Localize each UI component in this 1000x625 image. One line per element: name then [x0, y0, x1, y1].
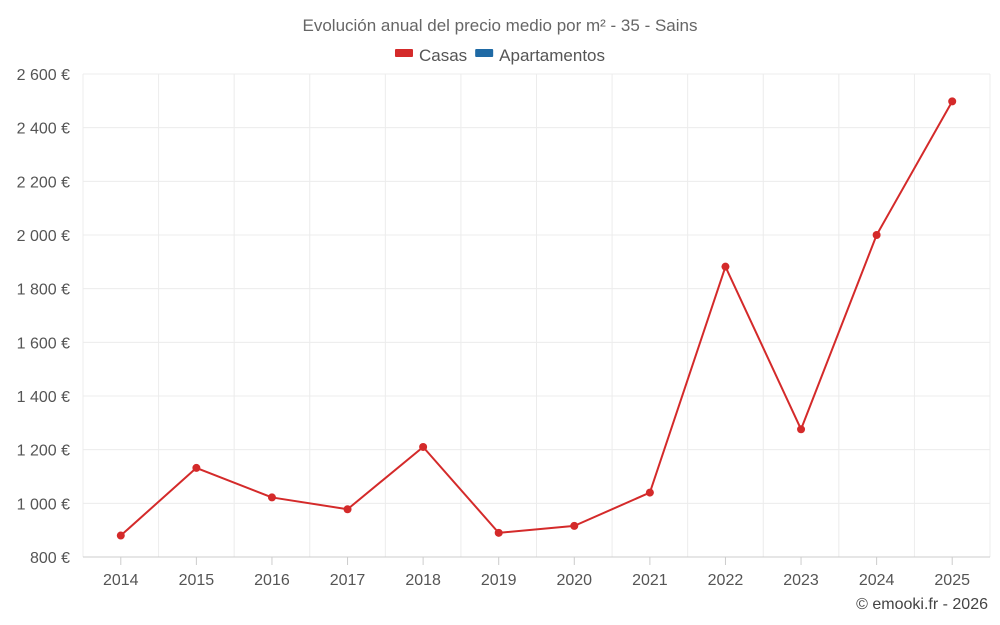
credit-text: © emooki.fr - 2026 [856, 596, 988, 613]
y-tick-label: 1 400 € [17, 389, 70, 406]
data-point[interactable]: 2017: 978 € [343, 505, 352, 514]
x-tick-label: 2017 [330, 572, 366, 589]
legend-item-casas[interactable]: Casas [394, 46, 467, 65]
x-tick-label: 2019 [481, 572, 517, 589]
x-tick-label: 2024 [859, 572, 895, 589]
data-point[interactable]: 2018: 1210 € [419, 442, 428, 451]
chart-title: Evolución anual del precio medio por m² … [303, 16, 698, 35]
x-tick-label: 2016 [254, 572, 290, 589]
data-point[interactable]: 2021: 1040 € [645, 488, 654, 497]
data-point[interactable]: 2023: 1276 € [797, 425, 806, 434]
legend[interactable]: Casas Apartamentos [394, 46, 605, 65]
x-tick-label: 2020 [556, 572, 592, 589]
legend-swatch [394, 49, 413, 57]
data-point[interactable]: 2025: 2498 € [948, 97, 957, 106]
data-point[interactable]: 2014: 880 € [116, 531, 125, 540]
data-point[interactable]: 2019: 890 € [494, 528, 503, 537]
x-tick-label: 2023 [783, 572, 819, 589]
y-tick-label: 2 000 € [17, 228, 70, 245]
y-tick-label: 1 800 € [17, 282, 70, 299]
series-layer: 2014: 880 € 2015: 1132 € 2016: 1022 € 2017:… [116, 97, 957, 540]
grid [82, 73, 991, 558]
data-point[interactable]: 2020: 916 € [570, 521, 579, 530]
data-point[interactable]: 2022: 1882 € [721, 262, 730, 271]
x-axis: 2014 2015 2016 2017 2018 2019 2020 2021 2022 2023… [83, 556, 990, 589]
x-tick-label: 2015 [179, 572, 215, 589]
x-tick-label: 2014 [103, 572, 139, 589]
y-tick-label: 1 200 € [17, 443, 70, 460]
y-tick-label: 1 000 € [17, 496, 70, 513]
x-tick-label: 2022 [708, 572, 744, 589]
y-tick-label: 2 200 € [17, 174, 70, 191]
data-point[interactable]: 2016: 1022 € [267, 493, 276, 502]
x-tick-label: 2025 [934, 572, 970, 589]
series-line-casas [120, 100, 954, 537]
y-tick-label: 2 400 € [17, 121, 70, 138]
x-tick-label: 2021 [632, 572, 668, 589]
x-tick-label: 2018 [405, 572, 441, 589]
y-tick-label: 1 600 € [17, 335, 70, 352]
legend-label: Apartamentos [499, 46, 605, 65]
legend-swatch [475, 49, 494, 57]
legend-label: Casas [419, 46, 467, 65]
legend-item-apartamentos[interactable]: Apartamentos [475, 46, 605, 65]
y-axis: 800 € 1 000 € 1 200 € 1 400 € 1 600 € 1 800 €… [17, 67, 70, 567]
data-point[interactable]: 2015: 1132 € [192, 463, 201, 472]
y-tick-label: 2 600 € [17, 67, 70, 84]
y-tick-label: 800 € [30, 550, 70, 567]
